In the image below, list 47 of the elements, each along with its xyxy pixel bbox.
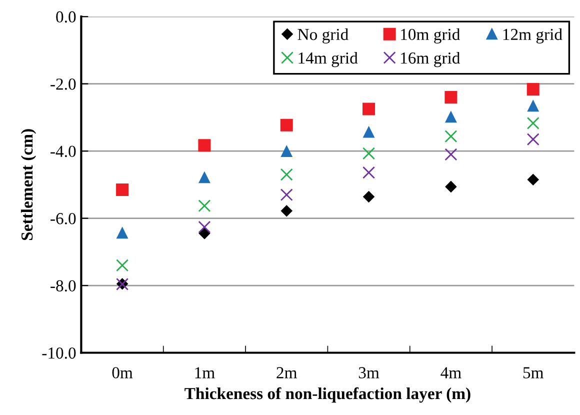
point [363, 126, 374, 138]
point [526, 133, 540, 146]
point [444, 130, 458, 143]
point [198, 228, 210, 240]
point [362, 102, 376, 116]
point [281, 205, 292, 216]
point [526, 116, 540, 130]
point [362, 147, 376, 160]
legend-label: 14m grid [298, 52, 358, 68]
x-tick-label: 3m [358, 367, 380, 378]
point [198, 200, 211, 212]
x-axis-title: Thickeness of non-liquefaction layer (m) [184, 387, 470, 403]
point [444, 148, 458, 161]
legend-label: 10m grid [401, 28, 460, 44]
y-tick-label: 0.0 [56, 11, 76, 23]
y-axis-title: Settlement (cm) [20, 129, 36, 240]
y-tick-label: -6.0 [50, 212, 76, 224]
x-tick-label: 0m [112, 367, 133, 378]
point [280, 118, 293, 132]
x-tick-label: 5m [523, 367, 544, 378]
y-tick-label: -2.0 [50, 78, 76, 90]
point [198, 220, 211, 234]
x-tick-label: 4m [440, 367, 462, 378]
point [444, 91, 458, 104]
point [280, 188, 293, 202]
x-tick-label: 2m [276, 367, 298, 378]
point [363, 191, 374, 202]
point [526, 82, 540, 96]
x-tick-label: 1m [195, 367, 215, 378]
point [445, 181, 457, 192]
point [528, 174, 539, 186]
point [198, 139, 211, 152]
point [198, 172, 210, 184]
point [281, 146, 292, 157]
y-tick-label: -8.0 [50, 280, 76, 292]
point [528, 100, 539, 112]
y-tick-label: -4.0 [50, 146, 76, 158]
legend-label: No grid [298, 28, 348, 44]
point [116, 259, 129, 272]
legend-label: 12m grid [503, 28, 562, 44]
legend-label: 16m grid [401, 52, 460, 68]
point [116, 183, 129, 196]
point [280, 168, 293, 181]
point [116, 228, 128, 239]
y-tick-label: -10.0 [42, 347, 76, 359]
point [362, 166, 376, 179]
point [445, 112, 457, 123]
